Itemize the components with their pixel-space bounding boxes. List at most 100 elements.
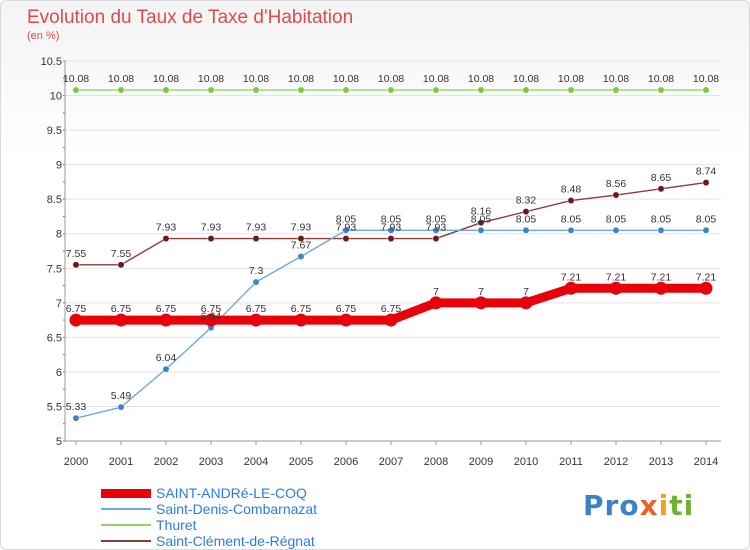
data-point: [252, 278, 260, 286]
data-label: 10.08: [603, 73, 629, 85]
data-point: [477, 86, 485, 94]
data-label: 6.75: [156, 303, 177, 315]
data-point: [612, 226, 620, 234]
data-point: [522, 226, 530, 234]
data-point: [567, 197, 575, 205]
data-point: [609, 281, 623, 295]
x-tick-label: 2013: [649, 456, 673, 468]
data-label: 8.05: [516, 213, 537, 225]
data-point: [522, 86, 530, 94]
data-label: 7: [523, 286, 529, 298]
x-tick-label: 2009: [469, 456, 493, 468]
data-label: 10.08: [693, 73, 719, 85]
y-tick-label: 7: [56, 298, 62, 310]
x-tick-label: 2014: [694, 456, 718, 468]
data-label: 7.55: [111, 248, 132, 260]
data-point: [72, 414, 80, 422]
x-tick-label: 2012: [604, 456, 628, 468]
data-point: [117, 86, 125, 94]
x-tick-label: 2010: [514, 456, 538, 468]
data-point: [117, 261, 125, 269]
data-point: [342, 235, 350, 243]
data-label: 8.05: [696, 213, 717, 225]
data-label: 8.56: [606, 178, 627, 190]
data-label: 8.65: [651, 172, 672, 184]
x-tick-label: 2007: [379, 456, 403, 468]
data-point: [474, 296, 488, 310]
data-point: [564, 281, 578, 295]
data-label: 7.93: [381, 222, 402, 234]
data-point: [432, 235, 440, 243]
data-label: 10.08: [513, 73, 539, 85]
data-label: 7.93: [426, 222, 447, 234]
data-point: [519, 296, 533, 310]
y-tick-label: 8.5: [47, 194, 62, 206]
data-label: 5.33: [66, 401, 87, 413]
data-point: [657, 226, 665, 234]
y-tick-label: 5: [56, 436, 62, 448]
data-label: 6.75: [201, 303, 222, 315]
data-label: 7.93: [246, 222, 267, 234]
data-label: 7.21: [651, 271, 672, 283]
legend-label: SAINT-ANDRé-LE-COQ: [156, 485, 307, 501]
y-tick-label: 10: [50, 91, 62, 103]
data-point: [567, 86, 575, 94]
data-label: 10.08: [648, 73, 674, 85]
x-tick-label: 2001: [109, 456, 133, 468]
y-tick-label: 9.5: [47, 125, 62, 137]
y-tick-label: 8: [56, 229, 62, 241]
data-label: 7.21: [696, 271, 717, 283]
proxiti-logo: Proxiti: [583, 489, 694, 522]
data-point: [69, 313, 83, 327]
data-point: [249, 313, 263, 327]
data-label: 10.08: [243, 73, 269, 85]
logo-part: ti: [669, 489, 695, 522]
y-axis-unit: (en %): [27, 30, 60, 42]
y-tick-label: 5.5: [47, 401, 62, 413]
x-tick-label: 2004: [244, 456, 268, 468]
data-label: 8.05: [561, 213, 582, 225]
data-label: 6.04: [156, 352, 177, 364]
data-point: [654, 281, 668, 295]
data-point: [297, 253, 305, 260]
data-point: [429, 296, 443, 310]
x-tick-label: 2005: [289, 456, 313, 468]
data-label: 7.21: [606, 271, 627, 283]
data-label: 10.08: [153, 73, 179, 85]
data-point: [342, 86, 350, 94]
data-label: 6.75: [246, 303, 267, 315]
data-label: 8.05: [336, 213, 357, 225]
data-point: [297, 86, 305, 94]
data-label: 10.08: [198, 73, 224, 85]
data-point: [657, 185, 665, 193]
data-label: 7: [433, 286, 439, 298]
data-point: [294, 313, 308, 327]
legend-label: Saint-Denis-Combarnazat: [156, 501, 318, 517]
data-point: [72, 86, 80, 94]
data-label: 10.08: [378, 73, 404, 85]
legend-swatch: [101, 508, 151, 510]
y-tick-label: 9: [56, 160, 62, 172]
data-point: [612, 191, 620, 199]
data-label: 6.75: [381, 303, 402, 315]
data-label: 8.16: [471, 206, 492, 218]
x-tick-label: 2002: [154, 456, 178, 468]
x-tick-label: 2003: [199, 456, 223, 468]
data-label: 7.3: [249, 265, 264, 277]
data-label: 7.55: [66, 248, 87, 260]
data-label: 8.05: [606, 213, 627, 225]
data-label: 7: [478, 286, 484, 298]
logo-part: i: [658, 489, 670, 522]
data-point: [252, 235, 260, 243]
data-point: [339, 313, 353, 327]
data-label: 8.05: [471, 213, 492, 225]
data-point: [207, 86, 215, 94]
legend-swatch: [101, 488, 151, 498]
data-label: 6.75: [111, 303, 132, 315]
x-tick-label: 2011: [559, 456, 583, 468]
chart-title: Evolution du Taux de Taxe d'Habitation: [27, 7, 354, 28]
data-point: [384, 313, 398, 327]
legend-label: Thuret: [156, 517, 197, 533]
data-point: [204, 313, 218, 327]
